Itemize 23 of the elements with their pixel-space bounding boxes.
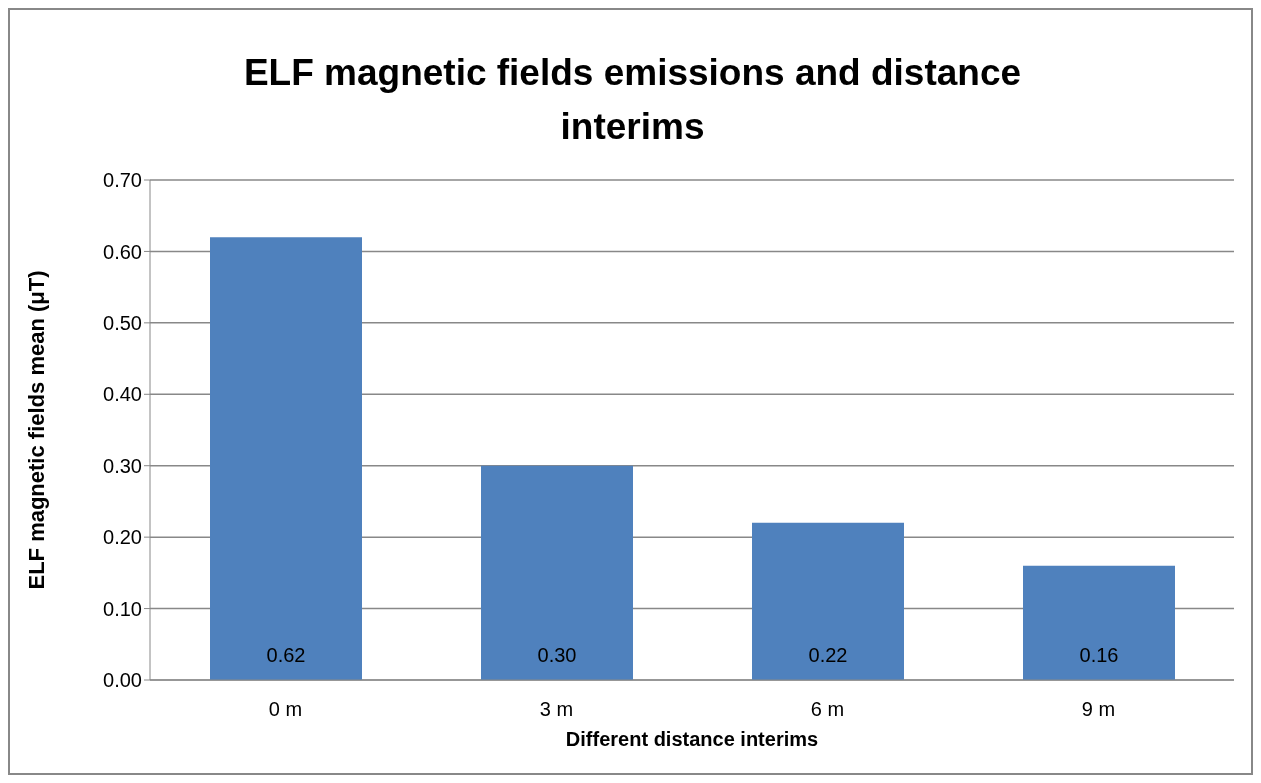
- y-tick-label: 0.00: [103, 669, 142, 692]
- y-tick-label: 0.20: [103, 526, 142, 549]
- chart-title: ELF magnetic fields emissions and distance interims: [242, 51, 1023, 149]
- data-label: 0.22: [808, 644, 848, 666]
- bar: [752, 522, 904, 680]
- y-tick-label: 0.60: [103, 240, 142, 263]
- x-tick-label: 3 m: [539, 698, 574, 721]
- y-tick-label: 0.30: [103, 454, 142, 477]
- bar: [1023, 565, 1175, 680]
- y-tick-label: 0.40: [103, 383, 142, 406]
- data-label: 0.62: [266, 644, 306, 666]
- x-axis-title: Different distance interims: [565, 728, 819, 750]
- bar: [210, 237, 362, 680]
- y-tick-label: 0.70: [103, 169, 142, 192]
- y-axis-title: ELF magnetic fields mean (μT): [23, 270, 49, 590]
- x-tick-label: 6 m: [810, 698, 845, 721]
- y-tick-label: 0.10: [103, 597, 142, 620]
- data-label: 0.30: [537, 644, 577, 666]
- x-tick-label: 9 m: [1081, 698, 1116, 721]
- data-label: 0.16: [1079, 644, 1119, 666]
- y-tick-label: 0.50: [103, 311, 142, 334]
- bar: [481, 465, 633, 680]
- x-tick-label: 0 m: [268, 698, 303, 721]
